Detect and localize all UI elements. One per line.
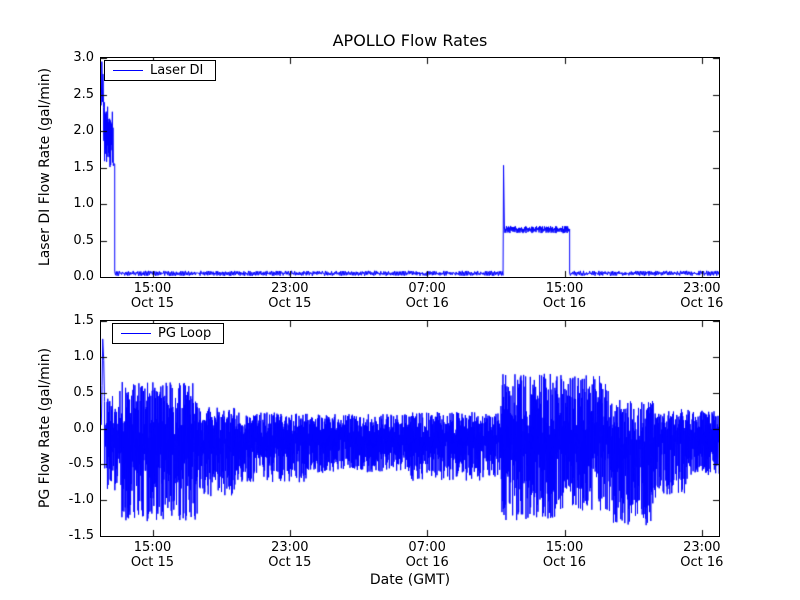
legend-laser-di: Laser DI: [104, 60, 217, 81]
y-tick-label: 0.0: [73, 269, 94, 284]
plot-area-bottom: PG Loop: [100, 320, 720, 537]
x-tick-label: 23:00 Oct 16: [680, 281, 724, 311]
x-tick-label: 23:00 Oct 16: [680, 540, 724, 570]
y-axis-label-top: Laser DI Flow Rate (gal/min): [37, 67, 53, 267]
x-tick-label: 15:00 Oct 16: [542, 540, 587, 570]
x-tick-label: 07:00 Oct 16: [405, 540, 449, 570]
x-tick-label: 15:00 Oct 15: [130, 540, 175, 570]
x-tick-label: 15:00 Oct 15: [130, 281, 175, 311]
chart-title: APOLLO Flow Rates: [332, 31, 488, 50]
x-tick-label: 23:00 Oct 15: [268, 281, 312, 311]
x-tick-label: 07:00 Oct 16: [405, 281, 449, 311]
pg-loop-line-series: [101, 321, 719, 536]
x-tick-label: 23:00 Oct 15: [268, 540, 312, 570]
y-tick-label: 2.5: [73, 86, 94, 102]
y-tick-label: 1.5: [73, 159, 94, 175]
y-tick-label: 1.0: [73, 196, 94, 211]
laser-di-line-series: [101, 58, 719, 277]
y-tick-label: 0.5: [73, 384, 94, 400]
y-tick-label: 0.5: [73, 232, 94, 248]
y-tick-label: 0.0: [73, 420, 94, 436]
y-tick-label: 2.0: [73, 123, 94, 138]
legend-label-laser-di: Laser DI: [150, 63, 204, 78]
x-tick-label: 15:00 Oct 16: [542, 281, 587, 311]
y-axis-label-bottom: PG Flow Rate (gal/min): [37, 347, 53, 509]
legend-pg-loop: PG Loop: [112, 323, 225, 344]
legend-line-icon: [113, 70, 143, 71]
y-tick-label: -1.5: [68, 528, 94, 543]
legend-line-icon: [121, 333, 151, 334]
y-tick-label: 1.0: [73, 348, 94, 364]
y-tick-label: 1.5: [73, 313, 94, 328]
y-tick-label: -0.5: [68, 456, 94, 472]
y-tick-label: -1.0: [68, 492, 94, 508]
y-tick-label: 3.0: [73, 50, 94, 65]
plot-area-top: Laser DI: [100, 57, 720, 278]
x-axis-label: Date (GMT): [369, 572, 451, 588]
legend-label-pg-loop: PG Loop: [158, 326, 212, 341]
